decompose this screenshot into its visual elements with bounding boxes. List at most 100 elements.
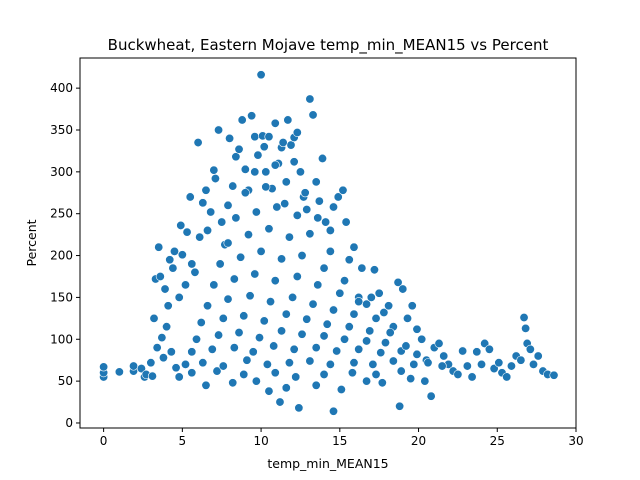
data-point: [201, 185, 211, 195]
data-point: [176, 220, 186, 230]
data-point: [341, 217, 351, 227]
data-point: [247, 111, 257, 121]
data-point: [338, 185, 348, 195]
data-point: [305, 94, 315, 104]
data-point: [292, 128, 302, 138]
data-point: [239, 311, 249, 321]
data-point: [388, 356, 398, 366]
data-point: [302, 205, 312, 215]
data-point: [335, 288, 345, 298]
data-point: [243, 230, 253, 240]
data-point: [278, 138, 288, 148]
data-point: [160, 284, 170, 294]
data-point: [251, 207, 261, 217]
data-point: [374, 288, 384, 298]
data-point: [162, 322, 172, 332]
data-point: [333, 192, 343, 202]
data-point: [349, 358, 359, 368]
data-point: [262, 359, 272, 369]
data-point: [165, 255, 175, 265]
x-axis: 0 5 10 15 20 25 30: [100, 428, 584, 448]
data-point: [321, 217, 331, 227]
data-point: [270, 118, 280, 128]
data-point: [288, 292, 298, 302]
data-point: [250, 132, 260, 142]
data-point: [174, 292, 184, 302]
y-axis: 0 50 100 150 200 250 300 350 400: [50, 81, 80, 430]
data-point: [155, 271, 165, 281]
data-point: [240, 164, 250, 174]
data-point: [146, 358, 156, 368]
data-point: [313, 280, 323, 290]
data-point: [439, 351, 449, 361]
data-point: [206, 207, 216, 217]
data-point: [458, 346, 468, 356]
data-point: [347, 368, 357, 378]
data-point: [354, 297, 364, 307]
data-point: [157, 333, 167, 343]
data-point: [207, 344, 217, 354]
data-point: [344, 255, 354, 265]
y-tick-label: 150: [50, 290, 73, 304]
chart-title: Buckwheat, Eastern Mojave temp_min_MEAN1…: [108, 36, 549, 55]
data-point: [209, 165, 219, 175]
data-point: [344, 322, 354, 332]
plot-area: [79, 57, 577, 429]
data-point: [521, 323, 531, 333]
x-tick-label: 25: [490, 434, 505, 448]
data-point: [292, 210, 302, 220]
data-point: [259, 316, 269, 326]
data-point: [297, 251, 307, 261]
data-point: [129, 361, 139, 371]
data-point: [319, 263, 329, 273]
data-point: [266, 297, 276, 307]
data-point: [308, 110, 318, 120]
data-point: [336, 384, 346, 394]
data-point: [289, 344, 299, 354]
data-point: [166, 347, 176, 357]
data-point: [319, 331, 329, 341]
data-point: [264, 132, 274, 142]
x-tick-label: 0: [100, 434, 108, 448]
data-point: [114, 367, 124, 377]
data-point: [261, 182, 271, 192]
data-point: [516, 355, 526, 365]
data-point: [203, 301, 213, 311]
data-point: [136, 364, 146, 374]
data-point: [294, 403, 304, 413]
data-point: [533, 351, 543, 361]
data-point: [277, 326, 287, 336]
data-point: [349, 309, 359, 319]
data-point: [147, 371, 157, 381]
data-point: [417, 334, 427, 344]
data-point: [242, 355, 252, 365]
data-point: [311, 177, 321, 187]
data-point: [237, 115, 247, 125]
data-point: [195, 232, 205, 242]
data-point: [198, 198, 208, 208]
data-point: [549, 370, 559, 380]
data-point: [239, 369, 249, 379]
data-point: [236, 252, 246, 262]
data-point: [289, 157, 299, 167]
data-point: [245, 291, 255, 301]
data-point: [163, 301, 173, 311]
data-point: [357, 263, 367, 273]
y-tick-label: 250: [50, 207, 73, 221]
data-point: [371, 369, 381, 379]
y-tick-label: 400: [50, 81, 73, 95]
data-point: [223, 294, 233, 304]
data-point: [317, 153, 327, 163]
data-point: [214, 330, 224, 340]
data-point: [270, 368, 280, 378]
data-point: [187, 347, 197, 357]
data-point: [215, 259, 225, 269]
data-point: [209, 280, 219, 290]
data-point: [284, 232, 294, 242]
data-point: [437, 361, 447, 371]
data-points: [99, 70, 559, 416]
data-point: [284, 358, 294, 368]
data-point: [181, 280, 191, 290]
data-point: [152, 343, 162, 353]
data-point: [376, 348, 386, 358]
